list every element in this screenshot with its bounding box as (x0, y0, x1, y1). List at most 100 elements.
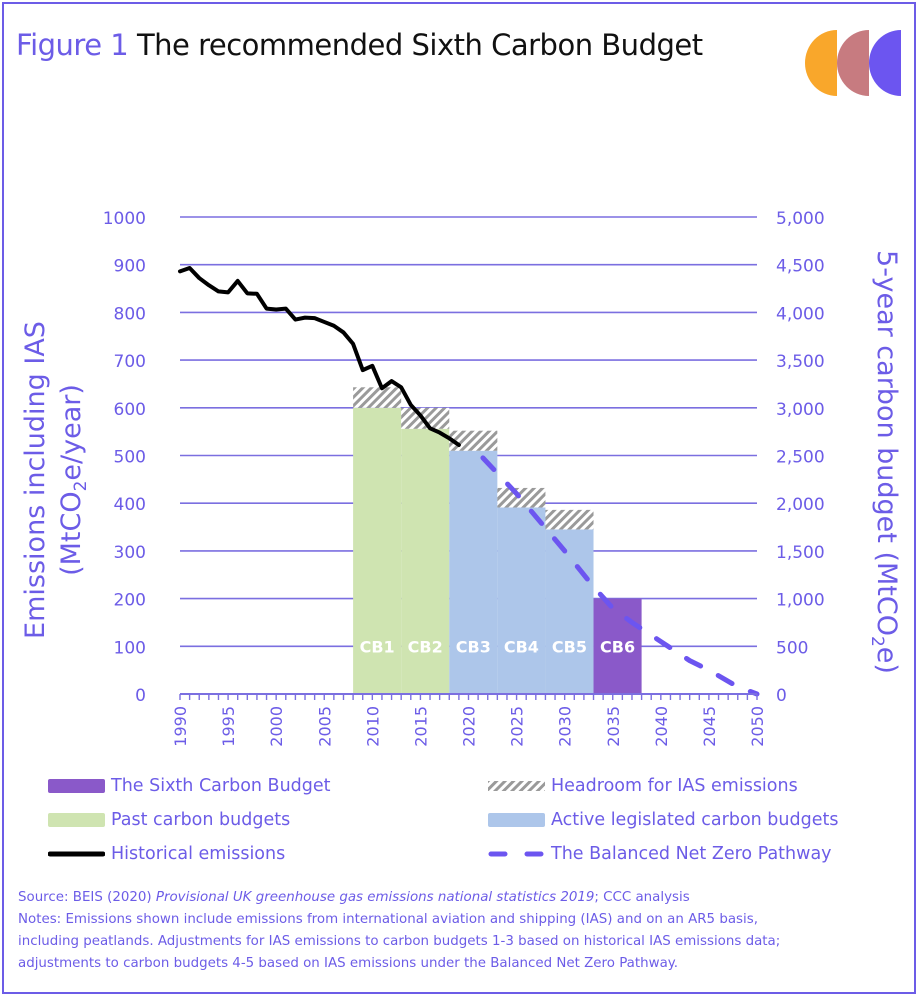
headroom-cb4 (497, 487, 546, 508)
x-tick-label: 2015 (411, 706, 430, 747)
budget-bar-cb1 (353, 407, 402, 694)
y-axis-label-line2: (MtCO (56, 491, 87, 576)
logo-half-circle-purple (869, 30, 901, 96)
legend-swatch-sixth-budget (48, 779, 105, 793)
legend-item-past-budgets: Past carbon budgets (48, 807, 290, 833)
y-axis-label-line2-end: e/year) (56, 384, 87, 480)
legend-swatch-active-budgets (488, 813, 545, 827)
legend-item-pathway: The Balanced Net Zero Pathway (488, 841, 832, 867)
y2-tick-label: 4,500 (776, 257, 825, 277)
legend-swatch-historical (48, 851, 105, 857)
source-suffix: ; CCC analysis (594, 890, 690, 905)
headroom-cb2 (401, 407, 450, 429)
tick-labels: 0 0 100 500 200 1,000 300 1,500 400 2,000 500 2,500… (103, 209, 825, 747)
notes-line: adjustments to carbon budgets 4-5 based … (18, 956, 679, 971)
ccc-logo-icon (805, 30, 901, 96)
gridlines (180, 216, 757, 648)
legend-item-active-budgets: Active legislated carbon budgets (488, 807, 838, 833)
budget-label-cb6: CB6 (600, 637, 635, 656)
series-lines (178, 266, 760, 697)
x-tick-label: 2030 (556, 706, 575, 747)
y2-axis-label-end: e) (871, 647, 902, 674)
y-tick-label: 800 (114, 304, 146, 324)
notes-line: including peatlands. Adjustments for IAS… (18, 934, 781, 949)
headroom-cb3 (449, 430, 498, 451)
figure-title-text: The recommended Sixth Carbon Budget (136, 28, 703, 62)
y-tick-label: 0 (135, 686, 146, 706)
headroom-cb1 (353, 387, 402, 408)
x-tick-label: 2035 (604, 706, 623, 747)
y2-tick-label: 0 (776, 686, 787, 706)
legend-label: Headroom for IAS emissions (551, 776, 798, 796)
headroom-cb5 (545, 509, 594, 530)
legend-swatch-pathway (488, 851, 545, 857)
legend-swatch-headroom (488, 781, 545, 791)
logo-half-circle-pink (837, 30, 869, 96)
y2-tick-label: 2,500 (776, 448, 825, 468)
y2-tick-label: 2,000 (776, 495, 825, 515)
y2-tick-label: 1,000 (776, 591, 825, 611)
emissions-chart: CB1 CB2 CB3 CB4 CB5 CB6 0 0 100 500 200 1,000 300 1,… (20, 209, 902, 747)
budget-bars: CB1 CB2 CB3 CB4 CB5 CB6 (353, 387, 642, 694)
y-tick-label: 700 (114, 352, 146, 372)
y2-axis-label-subscript: 2 (867, 636, 887, 647)
x-tick-label: 2050 (748, 706, 767, 747)
historical-emissions-line (178, 266, 461, 448)
y2-tick-label: 3,500 (776, 352, 825, 372)
y-tick-label: 300 (114, 543, 146, 563)
x-tick-label: 2025 (508, 706, 527, 747)
y-axis-label-line1: Emissions including IAS (20, 321, 51, 639)
budget-bar-cb2 (401, 428, 450, 694)
budget-label-cb5: CB5 (552, 637, 587, 656)
legend-label: Past carbon budgets (111, 810, 291, 830)
y-tick-label: 600 (114, 400, 146, 420)
budget-bar-cb3 (449, 450, 498, 694)
y-tick-label: 900 (114, 257, 146, 277)
y2-tick-label: 1,500 (776, 543, 825, 563)
y2-tick-label: 500 (776, 638, 808, 658)
y2-tick-label: 4,000 (776, 304, 825, 324)
x-tick-label: 1995 (219, 706, 238, 747)
y-axis-label: Emissions including IAS (MtCO2e/year) (20, 321, 91, 639)
axes (179, 693, 758, 700)
legend-item-sixth-budget: The Sixth Carbon Budget (48, 773, 331, 799)
figure-title: Figure 1 The recommended Sixth Carbon Bu… (16, 28, 703, 62)
x-tick-label: 1990 (171, 706, 190, 747)
y2-axis-label: 5-year carbon budget (MtCO2e) (867, 250, 902, 674)
budget-label-cb4: CB4 (504, 637, 539, 656)
budget-bar-cb4 (497, 507, 546, 694)
x-tick-label: 2000 (267, 706, 286, 747)
y-tick-label: 1000 (103, 209, 146, 229)
y2-axis-label-main: 5-year carbon budget (MtCO (871, 250, 902, 636)
source-title: Provisional UK greenhouse gas emissions … (155, 890, 595, 905)
legend-label: The Sixth Carbon Budget (111, 776, 331, 796)
y2-tick-label: 3,000 (776, 400, 825, 420)
x-tick-label: 2045 (700, 706, 719, 747)
y-tick-label: 200 (114, 591, 146, 611)
legend-label: The Balanced Net Zero Pathway (551, 844, 832, 864)
x-tick-label: 2020 (460, 706, 479, 747)
legend: The Sixth Carbon Budget Headroom for IAS… (0, 770, 922, 870)
y2-tick-label: 5,000 (776, 209, 825, 229)
budget-bar-cb5 (545, 529, 594, 694)
x-tick-label: 2005 (315, 706, 334, 747)
x-tick-label: 2010 (363, 706, 382, 747)
budget-label-cb2: CB2 (408, 637, 443, 656)
logo-half-circle-orange (805, 30, 837, 96)
legend-label: Active legislated carbon budgets (551, 810, 839, 830)
source-line: Source: BEIS (2020) Provisional UK green… (18, 887, 908, 909)
budget-label-cb3: CB3 (456, 637, 491, 656)
source-prefix: Source: BEIS (2020) (18, 890, 156, 905)
y-tick-label: 100 (114, 638, 146, 658)
legend-swatch-past-budgets (48, 813, 105, 827)
notes-line: Notes: Emissions shown include emissions… (18, 912, 758, 927)
y-tick-label: 500 (114, 448, 146, 468)
figure-label: Figure 1 (16, 28, 129, 62)
net-zero-pathway-line (480, 455, 760, 697)
legend-label: Historical emissions (111, 844, 286, 864)
budget-bar-cb6 (593, 598, 642, 694)
source-notes: Source: BEIS (2020) Provisional UK green… (18, 887, 908, 975)
y-tick-label: 400 (114, 495, 146, 515)
legend-item-headroom: Headroom for IAS emissions (488, 773, 798, 799)
